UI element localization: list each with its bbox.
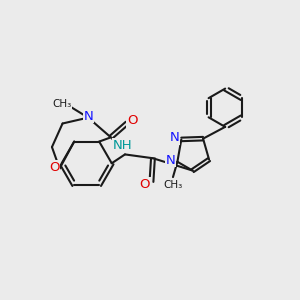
Text: N: N bbox=[166, 154, 176, 167]
Text: O: O bbox=[49, 160, 60, 174]
Text: CH₃: CH₃ bbox=[164, 180, 183, 190]
Text: O: O bbox=[127, 114, 138, 127]
Text: N: N bbox=[84, 110, 94, 123]
Text: NH: NH bbox=[113, 139, 132, 152]
Text: N: N bbox=[170, 131, 180, 144]
Text: CH₃: CH₃ bbox=[52, 99, 71, 109]
Text: O: O bbox=[140, 178, 150, 191]
